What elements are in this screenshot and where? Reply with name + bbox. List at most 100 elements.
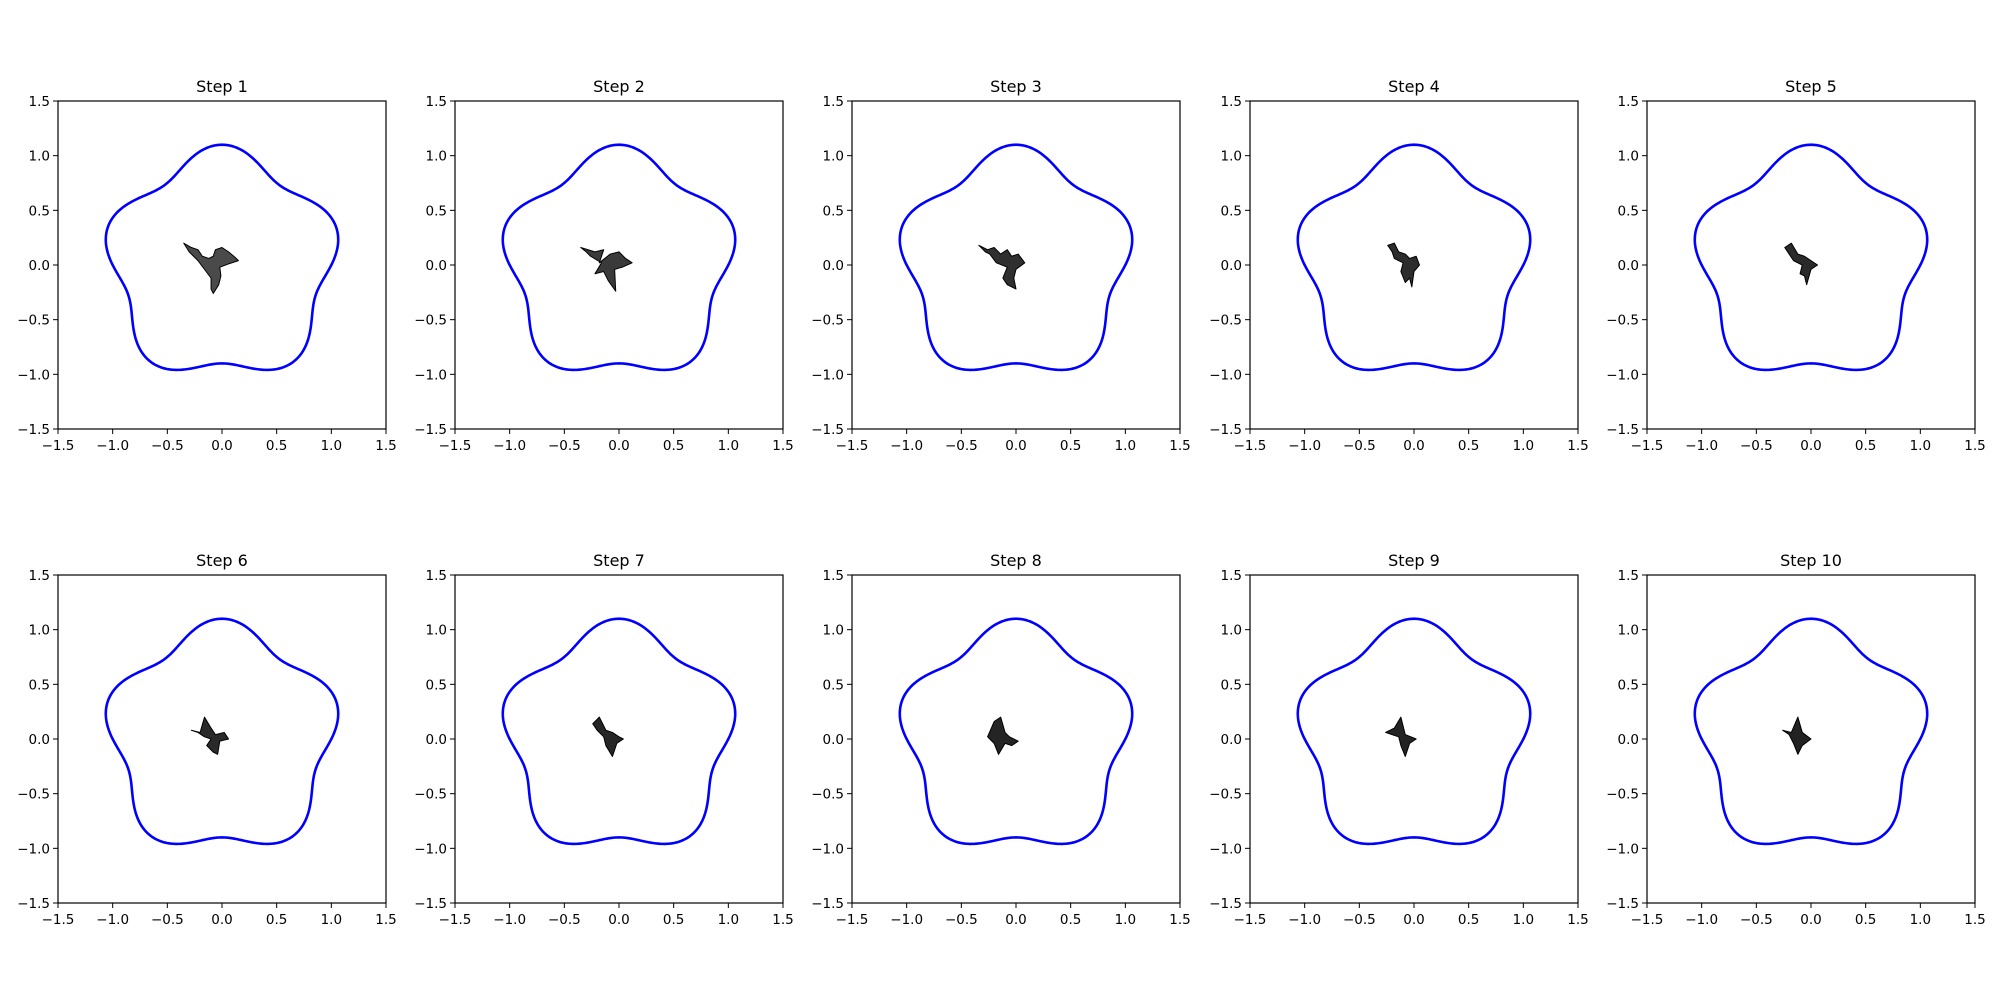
subplot-5: Step 5 −1.5 −1.0 −0.5 0.0 0.5 1.0 1.5 −1.5 −1.0 −0… <box>1606 77 1986 454</box>
y-tick-label: −1.5 <box>1606 896 1639 912</box>
x-tick-label: 1.0 <box>1513 438 1534 454</box>
y-tick-label: 1.0 <box>1221 149 1242 165</box>
x-tick-label: 1.0 <box>1115 438 1136 454</box>
y-tick-label: −0.5 <box>414 313 447 329</box>
y-tick-label: −1.0 <box>1209 367 1242 383</box>
boundary-curve <box>104 143 340 372</box>
x-tick-label: 0.0 <box>608 438 629 454</box>
x-tick-label: −0.5 <box>945 438 978 454</box>
y-tick-label: 1.0 <box>1618 149 1639 165</box>
y-tick-label: 0.5 <box>426 203 447 219</box>
subplot-9: Step 9 −1.5 −1.0 −0.5 0.0 0.5 1.0 1.5 −1.5 −1.0 −0… <box>1209 551 1589 928</box>
x-tick-label: 1.5 <box>772 912 793 928</box>
x-tick-label: 1.0 <box>718 438 739 454</box>
y-tick-label: −1.0 <box>1606 367 1639 383</box>
y-tick-label: −1.5 <box>811 896 844 912</box>
y-tick-label: 1.0 <box>426 149 447 165</box>
x-tick-label: 0.0 <box>1800 438 1821 454</box>
x-tick-label: −0.5 <box>945 912 978 928</box>
subplot-7: Step 7 −1.5 −1.0 −0.5 0.0 0.5 1.0 1.5 −1.5 −1.0 −0… <box>414 551 794 928</box>
y-tick-label: 0.5 <box>1618 203 1639 219</box>
x-tick-label: −1.0 <box>1685 438 1718 454</box>
y-tick-label: 0.0 <box>1221 732 1242 748</box>
x-tick-label: 1.0 <box>718 912 739 928</box>
y-tick-label: 0.0 <box>426 732 447 748</box>
x-tick-label: −1.0 <box>493 438 526 454</box>
subplot-title: Step 4 <box>1388 77 1440 96</box>
x-tick-label: −0.5 <box>151 912 184 928</box>
y-tick-label: −1.0 <box>1209 841 1242 857</box>
x-tick-label: 1.0 <box>321 912 342 928</box>
y-tick-label: −1.5 <box>17 896 50 912</box>
x-tick-label: −1.0 <box>1288 438 1321 454</box>
y-tick-label: −0.5 <box>811 313 844 329</box>
particle-cluster <box>592 716 624 757</box>
y-tick-label: −1.5 <box>1209 896 1242 912</box>
y-tick-label: 0.5 <box>823 677 844 693</box>
x-tick-label: 0.0 <box>1005 438 1026 454</box>
y-tick-label: 1.0 <box>426 623 447 639</box>
x-tick-label: 1.0 <box>321 438 342 454</box>
x-tick-label: 0.5 <box>1060 438 1081 454</box>
x-tick-label: −0.5 <box>1740 912 1773 928</box>
x-tick-label: −1.0 <box>96 438 129 454</box>
y-tick-label: 1.5 <box>426 94 447 110</box>
x-tick-label: 1.0 <box>1513 912 1534 928</box>
y-tick-label: −1.0 <box>414 841 447 857</box>
x-tick-label: 0.5 <box>266 912 287 928</box>
x-tick-label: 0.5 <box>1855 438 1876 454</box>
x-tick-label: −1.5 <box>439 438 472 454</box>
y-tick-label: −0.5 <box>811 787 844 803</box>
y-tick-label: 0.0 <box>29 732 50 748</box>
x-tick-label: 0.0 <box>211 912 232 928</box>
x-tick-label: −1.5 <box>1234 912 1267 928</box>
x-tick-label: −0.5 <box>1343 912 1376 928</box>
particle-cluster <box>1784 242 1819 286</box>
subplot-title: Step 9 <box>1388 551 1440 570</box>
y-tick-label: −1.0 <box>17 367 50 383</box>
x-tick-label: −1.0 <box>493 912 526 928</box>
y-tick-label: −1.5 <box>17 422 50 438</box>
y-tick-label: −0.5 <box>1606 313 1639 329</box>
y-tick-label: 1.0 <box>29 149 50 165</box>
x-tick-label: −0.5 <box>548 912 581 928</box>
y-tick-label: 0.5 <box>1221 203 1242 219</box>
x-tick-label: 1.5 <box>1964 912 1985 928</box>
y-tick-label: −1.0 <box>414 367 447 383</box>
x-tick-label: −1.5 <box>1631 912 1664 928</box>
x-tick-label: 1.5 <box>1169 438 1190 454</box>
subplot-title: Step 5 <box>1785 77 1837 96</box>
y-tick-label: 1.5 <box>1618 568 1639 584</box>
subplot-title: Step 7 <box>593 551 645 570</box>
x-tick-label: −1.0 <box>96 912 129 928</box>
y-tick-label: −1.5 <box>1209 422 1242 438</box>
y-tick-label: −0.5 <box>17 787 50 803</box>
y-tick-label: 0.0 <box>1618 732 1639 748</box>
x-tick-label: −1.0 <box>1288 912 1321 928</box>
x-tick-label: −0.5 <box>1740 438 1773 454</box>
particle-cluster <box>580 247 633 292</box>
x-tick-label: −1.5 <box>439 912 472 928</box>
x-tick-label: 1.5 <box>772 438 793 454</box>
y-tick-label: 1.5 <box>426 568 447 584</box>
x-tick-label: 0.0 <box>211 438 232 454</box>
y-tick-label: 0.5 <box>823 203 844 219</box>
y-tick-label: 1.5 <box>1618 94 1639 110</box>
x-tick-label: 0.0 <box>608 912 629 928</box>
x-tick-label: 0.5 <box>1458 438 1479 454</box>
y-tick-label: −0.5 <box>1606 787 1639 803</box>
y-tick-label: 0.5 <box>29 677 50 693</box>
subplot-title: Step 8 <box>990 551 1042 570</box>
y-tick-label: 0.5 <box>1618 677 1639 693</box>
subplot-10: Step 10 −1.5 −1.0 −0.5 0.0 0.5 1.0 1.5 −1.5 −1.0 −… <box>1606 551 1986 928</box>
subplot-2: Step 2 −1.5 −1.0 −0.5 0.0 0.5 1.0 1.5 −1.5 −1.0 −0… <box>414 77 794 454</box>
y-tick-label: 1.5 <box>823 94 844 110</box>
boundary-curve <box>898 143 1134 372</box>
y-tick-label: 1.5 <box>1221 568 1242 584</box>
subplot-title: Step 2 <box>593 77 645 96</box>
particle-cluster <box>1385 716 1417 757</box>
x-tick-label: −1.0 <box>890 912 923 928</box>
y-tick-label: −1.5 <box>414 422 447 438</box>
y-tick-label: 0.0 <box>29 258 50 274</box>
y-tick-label: 1.0 <box>1221 623 1242 639</box>
